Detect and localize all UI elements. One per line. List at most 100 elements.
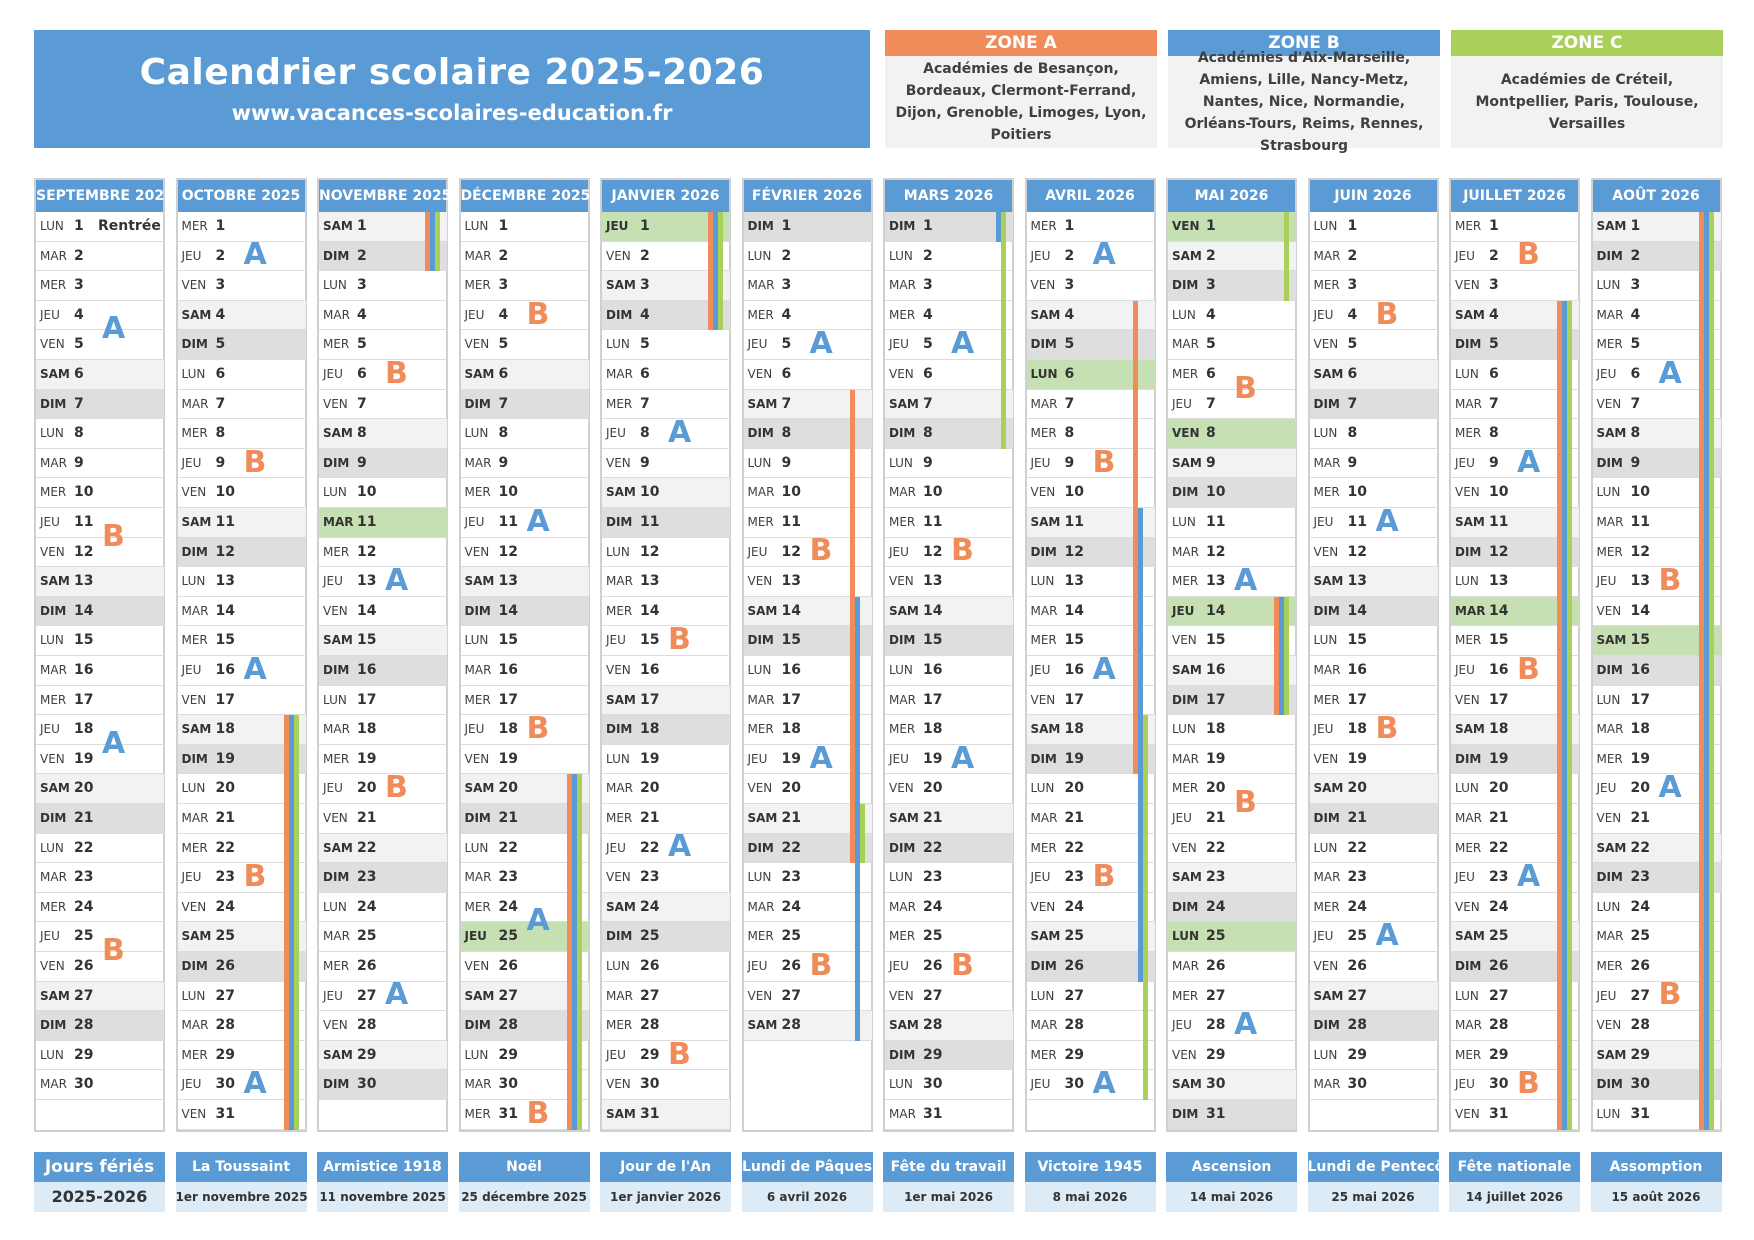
day-name: MAR xyxy=(181,396,209,411)
day-number: 21 xyxy=(640,810,660,826)
day-number: 12 xyxy=(74,543,94,560)
day-name: SAM xyxy=(1030,929,1061,944)
day-name: MER xyxy=(464,485,491,500)
day-number: 31 xyxy=(498,1106,518,1122)
day-name: VEN xyxy=(40,751,65,766)
day-name: JEU xyxy=(1313,515,1334,529)
day-row: MAR 30 xyxy=(460,1070,589,1100)
day-number: 23 xyxy=(640,869,660,886)
day-row: DIM 7 xyxy=(1309,389,1438,420)
day-name: SAM xyxy=(323,219,353,233)
day-name: JEU xyxy=(1455,663,1475,677)
day-name: MER xyxy=(464,899,491,914)
day-name: MER xyxy=(747,515,774,529)
day-name: SAM xyxy=(606,692,636,707)
day-name: LUN xyxy=(1313,426,1338,441)
day-name: JEU xyxy=(606,840,626,855)
week-zone-label: A xyxy=(1234,1007,1258,1042)
day-name: DIM xyxy=(464,603,491,618)
day-name: MER xyxy=(1172,367,1199,381)
day-row: LUN 8 xyxy=(1309,419,1438,449)
day-name: JEU xyxy=(181,870,202,885)
day-number: 22 xyxy=(1347,839,1367,856)
day-row: LUN 2 xyxy=(743,242,872,272)
site-url[interactable]: www.vacances-scolaires-education.fr xyxy=(231,101,673,125)
day-number: 22 xyxy=(498,839,518,856)
week-zone-label: A xyxy=(102,311,126,347)
day-number: 14 xyxy=(1347,602,1367,619)
day-number: 3 xyxy=(1489,277,1499,294)
day-number: 25 xyxy=(498,928,518,945)
day-name: VEN xyxy=(323,396,348,411)
day-name: DIM xyxy=(1313,1018,1340,1033)
day-row: VEN 12 xyxy=(460,538,589,568)
day-name: DIM xyxy=(40,603,67,618)
day-row: DIM 14 xyxy=(36,596,164,627)
day-number: 18 xyxy=(923,721,943,738)
day-number: 25 xyxy=(215,928,235,945)
day-number: 7 xyxy=(74,395,84,412)
day-number: 18 xyxy=(640,721,660,738)
day-name: MER xyxy=(1596,959,1623,973)
day-number: 2 xyxy=(357,247,367,264)
day-row: MAR 16 xyxy=(1309,656,1438,686)
day-row: VEN 2 xyxy=(602,242,730,272)
day-name: SAM xyxy=(1455,929,1485,944)
day-name: SAM xyxy=(747,811,778,825)
week-zone-label: B xyxy=(1517,651,1540,687)
day-row: VEN 10 xyxy=(177,478,306,508)
day-row: LUN 9 xyxy=(743,449,872,479)
day-number: 1 xyxy=(498,218,509,234)
day-number: 29 xyxy=(215,1046,235,1063)
day-number: 5 xyxy=(357,336,367,353)
day-number: 2 xyxy=(1347,247,1358,264)
day-row: LUN 5 xyxy=(602,330,730,360)
day-number: 18 xyxy=(498,721,518,738)
day-row: SAM 8 xyxy=(319,419,447,449)
day-name: DIM xyxy=(1596,870,1623,885)
day-name: MER xyxy=(747,722,774,737)
day-name: LUN xyxy=(1596,278,1621,293)
day-name: VEN xyxy=(1172,633,1197,648)
day-name: LUN xyxy=(1313,219,1338,233)
day-name: MAR xyxy=(40,1077,67,1092)
zone-holiday-bar xyxy=(435,212,440,272)
day-name: JEU xyxy=(1030,1077,1051,1092)
day-number: 24 xyxy=(1206,898,1226,915)
day-number: 15 xyxy=(1064,632,1084,649)
day-row: DIM 24 xyxy=(1168,892,1296,923)
day-number: 1 xyxy=(1489,218,1499,234)
day-name: DIM xyxy=(606,307,633,322)
day-number: 17 xyxy=(357,691,377,708)
day-row: VEN 5 xyxy=(460,330,589,360)
day-row: MER 3 xyxy=(1309,271,1438,301)
ferie-date: 15 août 2026 xyxy=(1590,1182,1722,1212)
day-name: JEU xyxy=(1172,396,1192,411)
day-name: MER xyxy=(40,278,67,293)
month-header: JUIN 2026 xyxy=(1309,180,1437,212)
day-name: SAM xyxy=(1455,722,1485,737)
day-number: 6 xyxy=(1630,366,1641,382)
day-number: 23 xyxy=(498,869,518,886)
day-name: VEN xyxy=(606,663,631,677)
day-number: 21 xyxy=(923,810,943,826)
day-row: VEN 9 xyxy=(602,449,730,479)
day-name: LUN xyxy=(1313,633,1338,648)
day-name: DIM xyxy=(1313,396,1340,411)
day-number: 5 xyxy=(1489,336,1499,353)
day-row: JEU 4 xyxy=(460,301,589,331)
month-header: NOVEMBRE 2025 xyxy=(319,180,451,212)
day-row: DIM 28 xyxy=(36,1011,164,1041)
day-name: LUN xyxy=(464,1047,489,1062)
month-column: OCTOBRE 2025 MER 1 JEU 2 VEN 3 SAM 4 DIM 5 LUN 6 MAR 7… xyxy=(175,178,307,1132)
day-name: DIM xyxy=(323,455,350,470)
day-number: 4 xyxy=(1064,306,1075,323)
day-number: 15 xyxy=(1206,632,1226,649)
month-column: AVRIL 2026 MER 1 JEU 2 VEN 3 SAM 4 DIM 5 LUN 6 MAR 7 ME… xyxy=(1024,178,1156,1132)
day-number: 4 xyxy=(74,306,84,323)
day-name: SAM xyxy=(1172,455,1202,470)
day-number: 13 xyxy=(640,573,660,590)
day-name: MAR xyxy=(1030,811,1058,825)
day-number: 11 xyxy=(74,514,94,530)
day-number: 8 xyxy=(781,425,792,442)
